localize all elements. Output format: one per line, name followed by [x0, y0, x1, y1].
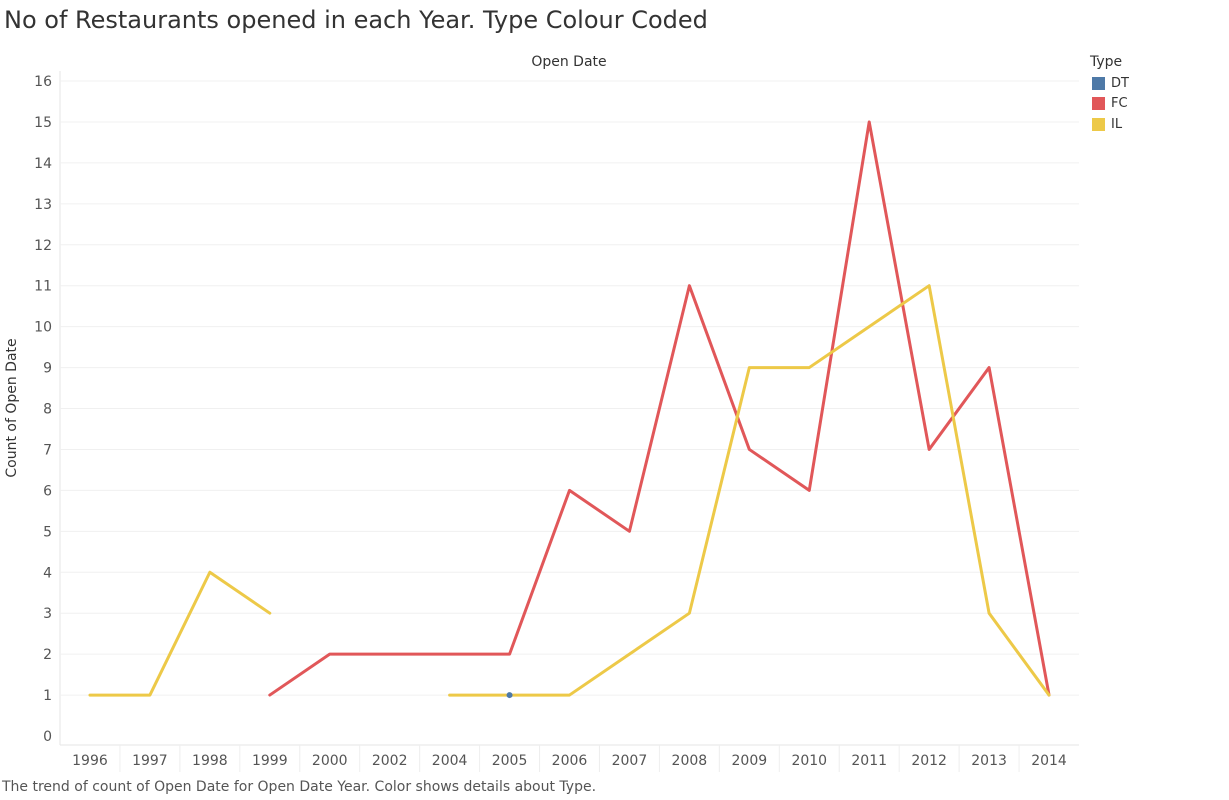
x-tick-label: 2000: [312, 753, 348, 769]
y-tick-label: 1: [43, 688, 52, 704]
legend-item-fc[interactable]: FC: [1092, 95, 1128, 111]
legend-swatch-il: [1092, 117, 1105, 131]
x-tick-label: 2009: [732, 753, 768, 769]
y-tick-label: 14: [34, 156, 52, 172]
x-tick-label: 2005: [492, 753, 528, 769]
legend-label-dt: DT: [1111, 75, 1129, 91]
y-axis-title: Count of Open Date: [4, 338, 20, 477]
series-lines: [88, 120, 1051, 699]
x-tick-label: 2011: [851, 753, 887, 769]
x-tick-label: 1996: [72, 753, 108, 769]
series-line-il[interactable]: [88, 570, 272, 697]
series-line-fc[interactable]: [268, 120, 1051, 697]
y-tick-label: 2: [43, 647, 52, 663]
y-tick-label: 5: [43, 524, 52, 540]
y-tick-label: 0: [43, 729, 52, 745]
point-dt[interactable]: [506, 692, 513, 699]
y-tick-label: 10: [34, 320, 52, 336]
y-tick-label: 16: [34, 74, 52, 90]
legend-swatch-fc: [1092, 96, 1105, 110]
x-tick-label: 2006: [552, 753, 588, 769]
y-tick-label: 4: [43, 565, 52, 581]
y-tick-label: 13: [34, 197, 52, 213]
legend-label-il: IL: [1111, 116, 1123, 132]
legend-title: Type: [1090, 54, 1123, 70]
x-axis-title: Open Date: [531, 54, 606, 70]
y-tick-label: 9: [43, 361, 52, 377]
y-tick-label: 8: [43, 402, 52, 418]
x-tick-label: 1999: [252, 753, 288, 769]
series-line-il[interactable]: [448, 284, 1051, 697]
chart-caption: The trend of count of Open Date for Open…: [2, 779, 597, 795]
legend-swatch-dt: [1092, 76, 1105, 90]
x-axis-ticks: 1996 1997 1998 1999 2000 2002 2004 2005 2006 2007…: [72, 753, 1067, 769]
x-tick-label: 2013: [971, 753, 1007, 769]
y-tick-label: 12: [34, 238, 52, 254]
legend-item-dt[interactable]: DT: [1092, 75, 1129, 91]
legend-label-fc: FC: [1111, 95, 1128, 111]
y-tick-label: 7: [43, 442, 52, 458]
x-tick-label: 2007: [612, 753, 648, 769]
y-tick-label: 15: [34, 115, 52, 131]
y-tick-label: 3: [43, 606, 52, 622]
legend-item-il[interactable]: IL: [1092, 116, 1122, 132]
x-tick-label: 2010: [791, 753, 827, 769]
chart-title: No of Restaurants opened in each Year. T…: [4, 6, 708, 34]
x-tick-label: 2002: [372, 753, 408, 769]
x-tick-label: 2014: [1031, 753, 1067, 769]
gridlines: [59, 71, 1079, 772]
x-tick-label: 2012: [911, 753, 947, 769]
y-tick-label: 11: [34, 279, 52, 295]
x-tick-label: 1998: [192, 753, 228, 769]
x-tick-label: 2004: [432, 753, 468, 769]
y-tick-label: 6: [43, 483, 52, 499]
x-tick-label: 2008: [672, 753, 708, 769]
x-tick-label: 1997: [132, 753, 168, 769]
